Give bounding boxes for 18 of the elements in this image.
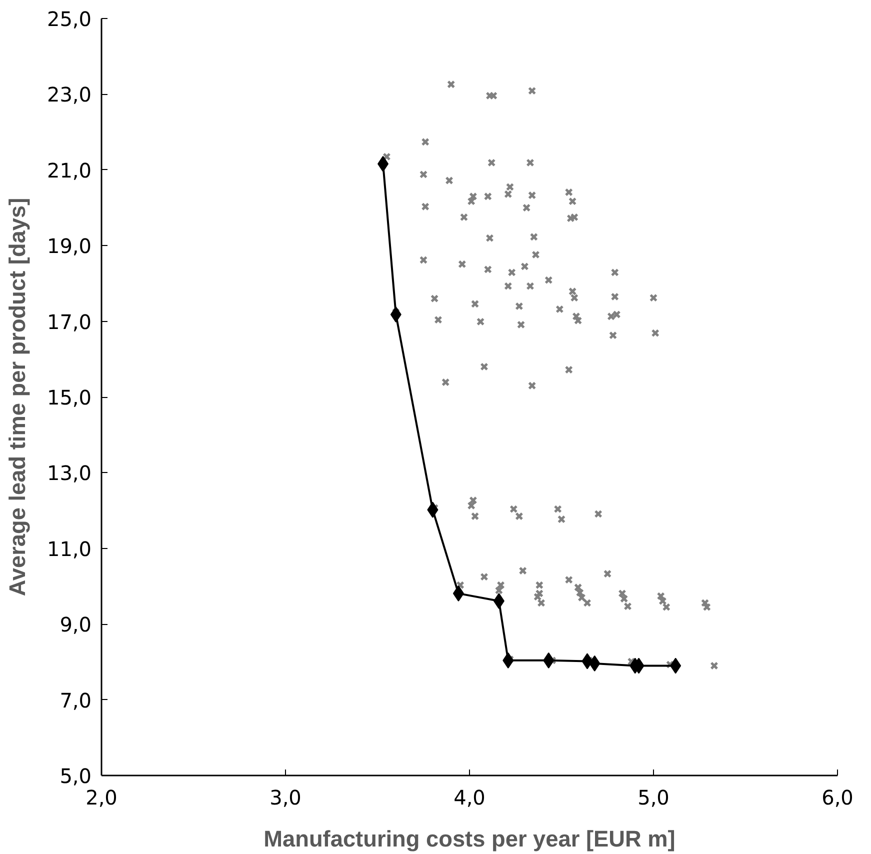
y-tick-label: 15,0 — [46, 386, 92, 410]
x-tick-label: 6,0 — [822, 786, 854, 810]
y-tick-label: 23,0 — [46, 82, 92, 107]
y-tick-label: 9,0 — [60, 612, 92, 637]
y-tick-label: 13,0 — [46, 461, 92, 486]
y-tick-label: 25,0 — [46, 7, 92, 31]
x-tick-label: 4,0 — [454, 786, 486, 810]
x-tick-label: 3,0 — [270, 786, 302, 810]
y-tick-label: 11,0 — [46, 536, 92, 561]
x-tick-label: 2,0 — [86, 786, 118, 810]
x-tick-label: 5,0 — [638, 786, 670, 810]
y-tick-label: 17,0 — [46, 310, 92, 334]
y-tick-label: 21,0 — [46, 158, 92, 182]
y-tick-label: 7,0 — [60, 688, 92, 712]
y-tick-label: 5,0 — [60, 764, 92, 788]
y-tick-label: 19,0 — [46, 234, 92, 258]
y-axis-title: Average lead time per product [days] — [4, 198, 30, 596]
x-axis-title: Manufacturing costs per year [EUR m] — [264, 826, 676, 852]
